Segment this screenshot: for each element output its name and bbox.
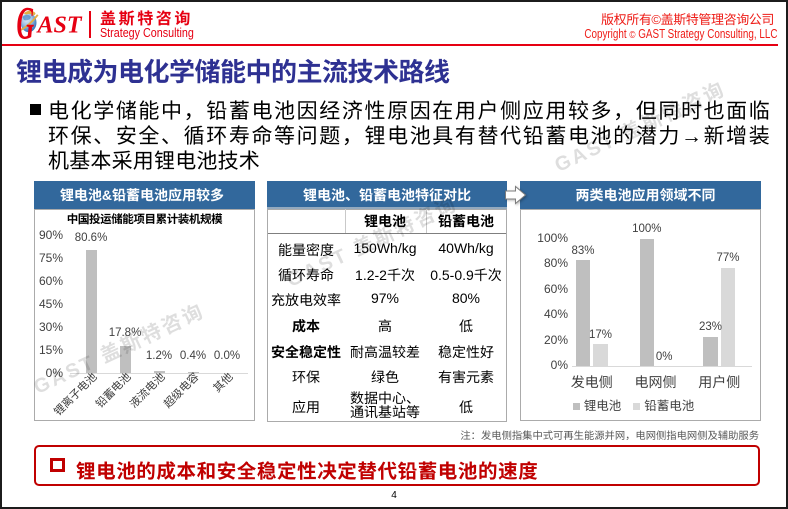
svg-text:G: G bbox=[17, 4, 35, 48]
svg-text:AST: AST bbox=[36, 13, 83, 39]
